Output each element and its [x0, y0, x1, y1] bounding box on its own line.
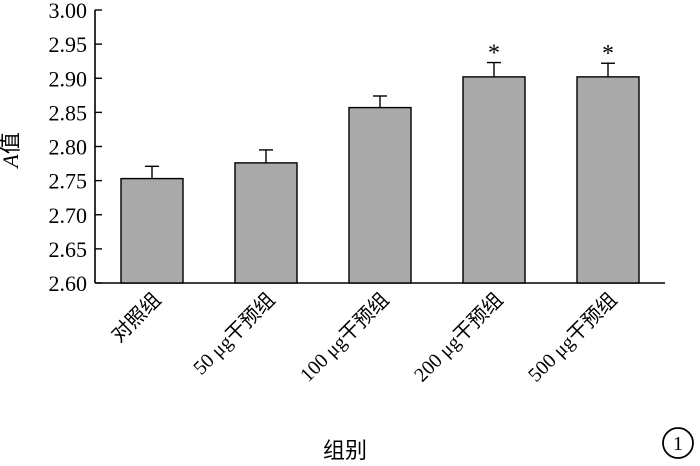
- y-tick-label: 2.80: [49, 135, 88, 160]
- y-tick-label: 2.95: [49, 32, 88, 57]
- y-axis: 2.60 2.65 2.70 2.75 2.80 2.85 2.90 2.95 3.00: [49, 0, 102, 296]
- x-tick-label: 500 μg干预组: [523, 288, 621, 386]
- x-axis-label: 组别: [323, 438, 367, 463]
- bar: [462, 76, 526, 284]
- bar: [348, 106, 412, 284]
- y-tick-label: 3.00: [49, 0, 88, 23]
- panel-label: 1: [673, 433, 683, 455]
- bar: [576, 76, 640, 284]
- panel-label-circle: [662, 427, 694, 459]
- y-tick-label: 2.90: [49, 66, 88, 91]
- y-tick-label: 2.65: [49, 237, 88, 262]
- x-tick-label: 100 μg干预组: [295, 288, 393, 386]
- y-axis-label: A值: [0, 132, 23, 169]
- y-tick-label: 2.70: [49, 203, 88, 228]
- y-axis-label-rest: 值: [0, 132, 23, 154]
- bars: * *: [120, 41, 640, 284]
- x-tick-label: 50 μg干预组: [189, 288, 280, 379]
- x-tick-label: 对照组: [107, 288, 166, 347]
- significance-mark: *: [602, 41, 614, 67]
- panel-label-badge: 1: [662, 427, 694, 459]
- y-axis-label-italic: A: [0, 154, 23, 170]
- x-tick-label: 200 μg干预组: [409, 288, 507, 386]
- bar: [234, 162, 298, 284]
- bar: [120, 177, 184, 284]
- x-axis: 对照组 50 μg干预组 100 μg干预组 200 μg干预组 500 μg干预组: [95, 282, 665, 386]
- significance-mark: *: [488, 41, 500, 67]
- y-tick-label: 2.75: [49, 169, 88, 194]
- y-tick-label: 2.85: [49, 100, 88, 125]
- y-tick-label: 2.60: [49, 271, 88, 296]
